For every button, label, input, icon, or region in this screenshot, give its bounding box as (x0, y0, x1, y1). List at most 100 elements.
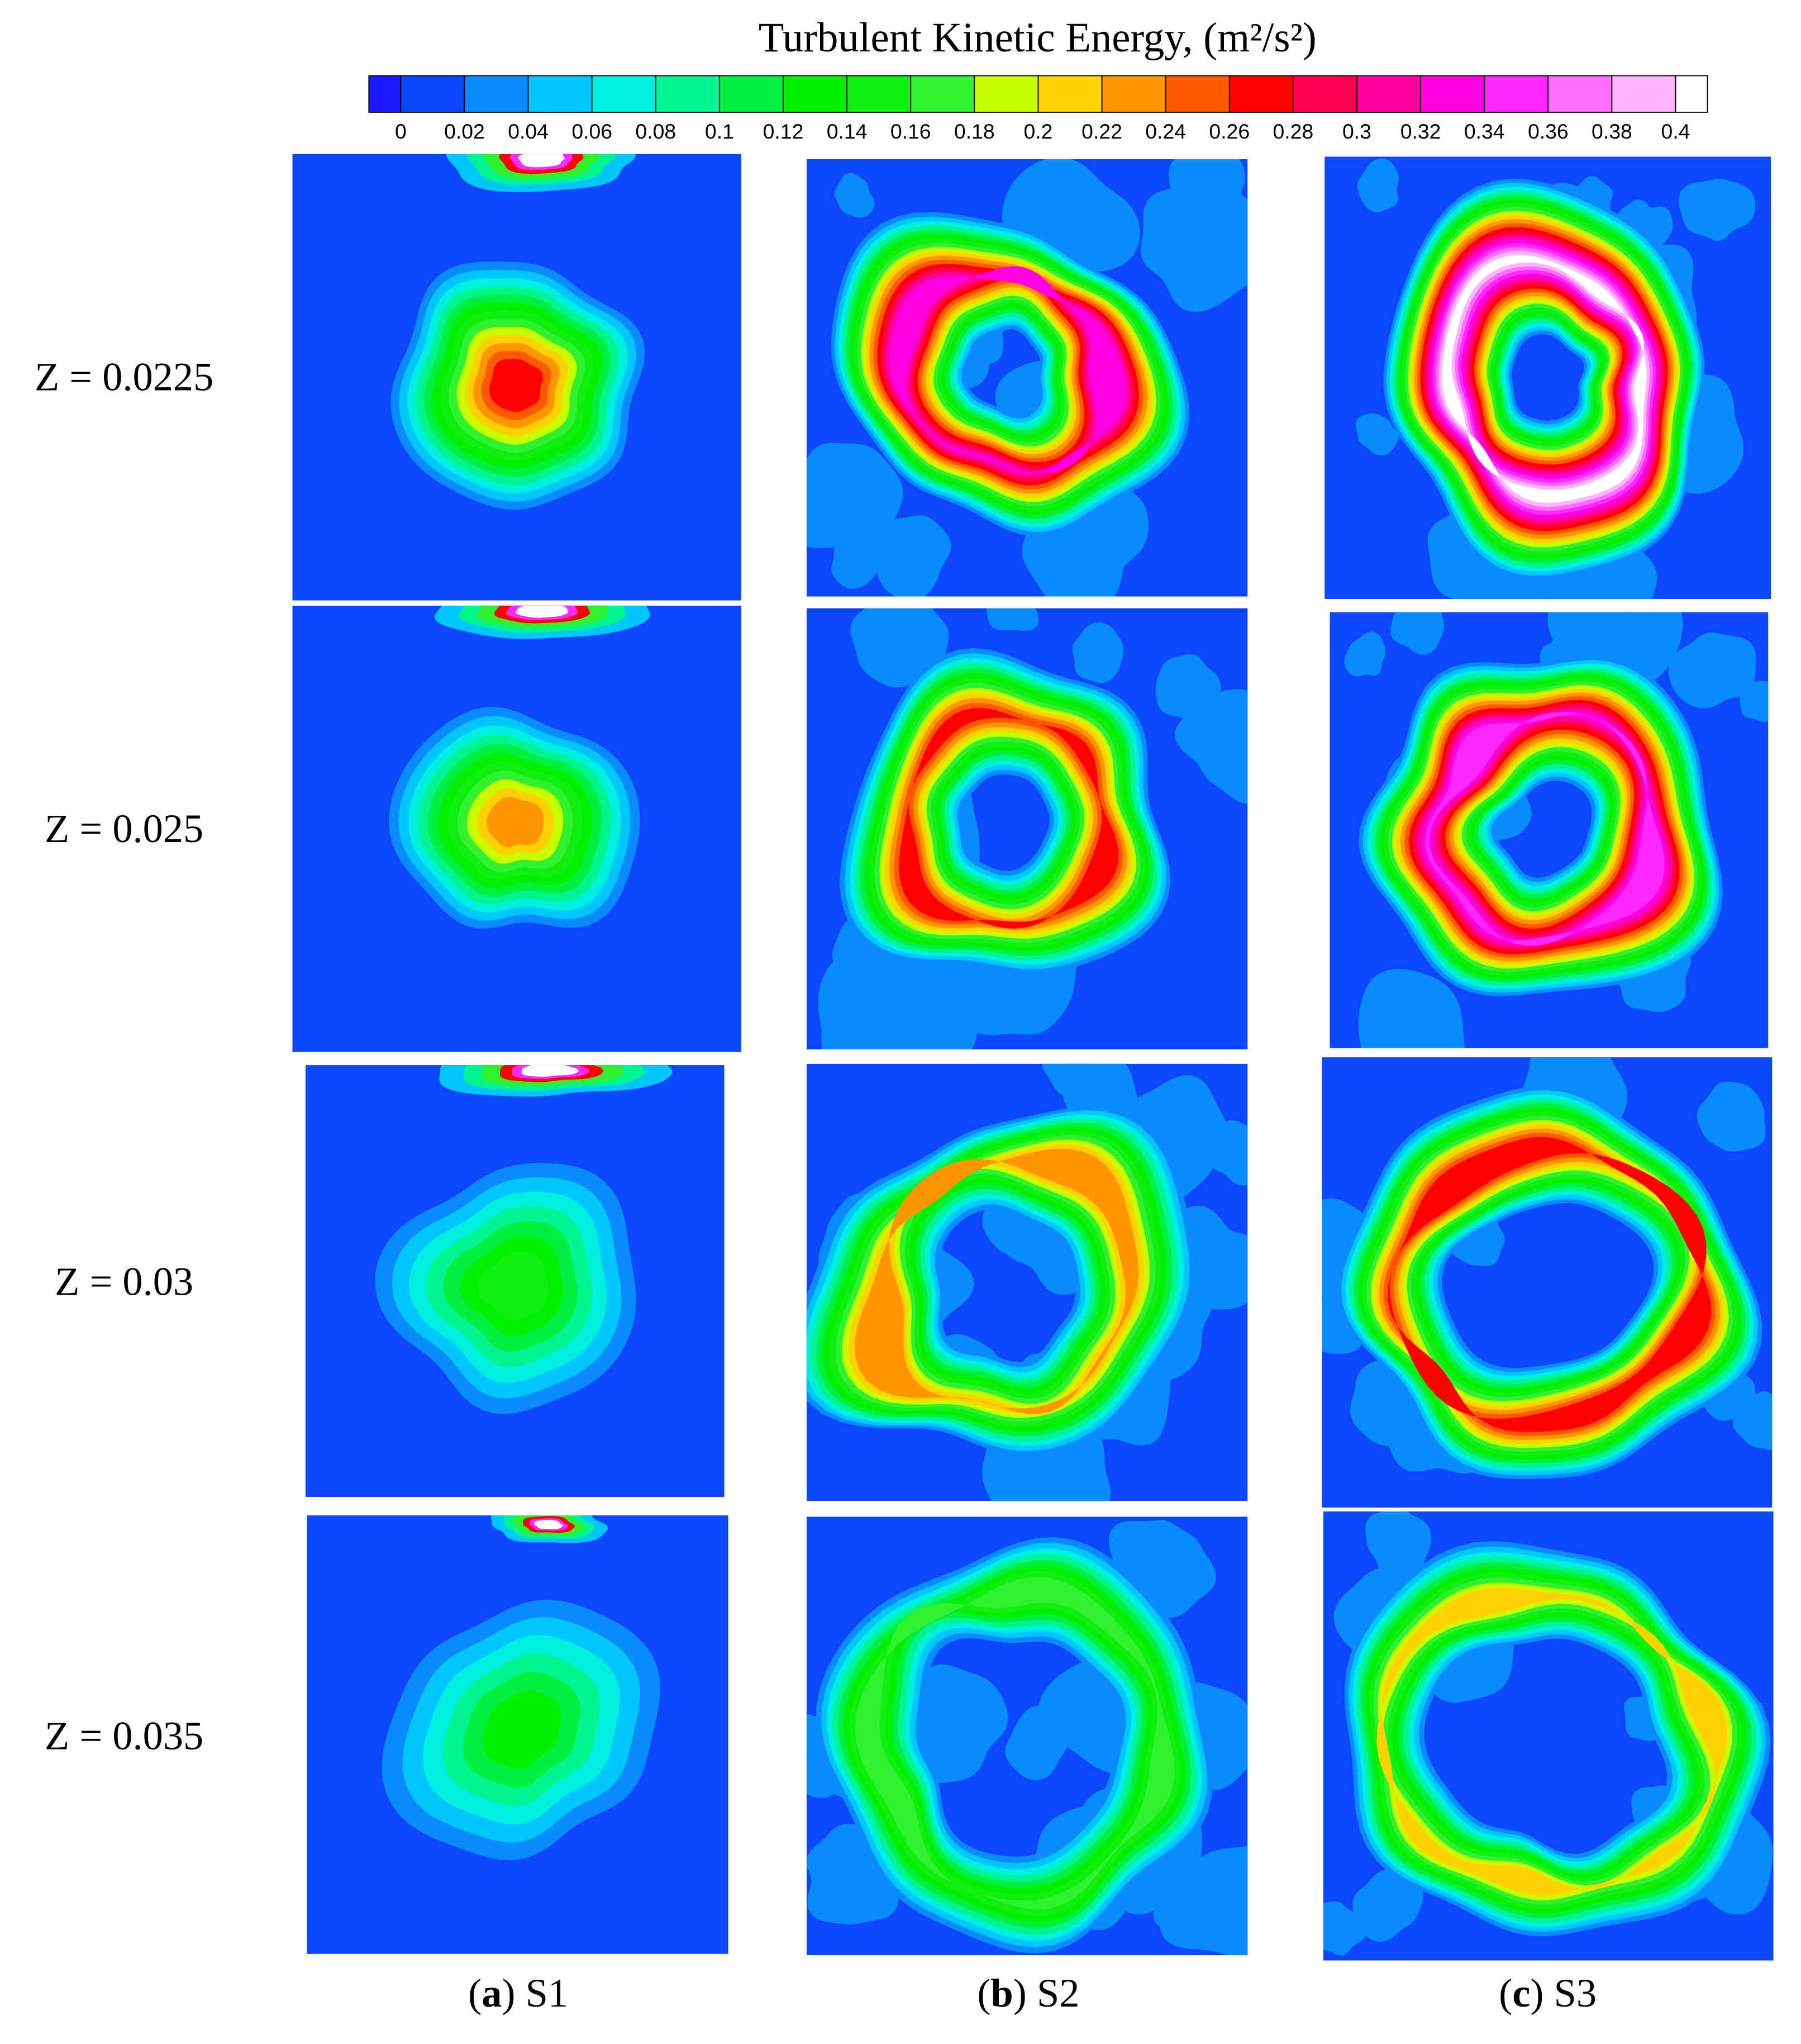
contour-level (489, 359, 543, 412)
contour-patch (1042, 1063, 1095, 1097)
column-label-part: ) S2 (1013, 1970, 1080, 2016)
column-label-part: ) S1 (502, 1970, 568, 2016)
contour-patch (1358, 969, 1465, 1048)
colorbar-cell (783, 75, 848, 113)
contour-patch (987, 608, 1039, 631)
colorbar-cell (974, 75, 1039, 113)
contour-level (487, 797, 544, 847)
contour-level (885, 270, 1131, 478)
colorbar-tick-label: 0.12 (763, 120, 804, 143)
colorbar-cell (655, 75, 720, 113)
colorbar-cell (1228, 75, 1294, 113)
colorbar-cell (527, 75, 593, 113)
row-label: Z = 0.03 (55, 1258, 193, 1304)
column-label: (c) S3 (1499, 1970, 1597, 2016)
contour-patch (1344, 631, 1386, 677)
contour-patch (869, 515, 951, 597)
contour-patch (1679, 179, 1756, 241)
colorbar-cell (1356, 75, 1422, 113)
colorbar-tick-label: 0.08 (635, 120, 676, 143)
jet-contour (521, 1065, 579, 1077)
colorbar-tick-label: 0.34 (1464, 120, 1505, 143)
colorbar-cell (368, 75, 402, 113)
contour-level (889, 698, 1128, 930)
column-label: (a) S1 (468, 1970, 568, 2016)
column-label-part: a (482, 1970, 502, 2016)
contour-panel (305, 1065, 725, 1498)
contour-level (855, 1148, 1139, 1414)
colorbar-tick-label: 0 (395, 120, 407, 143)
colorbar-tick-label: 0.28 (1273, 120, 1314, 143)
contour-patch (1072, 622, 1123, 683)
contour-level (881, 268, 1135, 482)
contour-level (482, 1690, 561, 1769)
colorbar-tick-label: 0.36 (1528, 120, 1569, 143)
row-label: Z = 0.025 (45, 806, 203, 851)
colorbar-cell (1101, 75, 1166, 113)
colorbar-tick-label: 0.04 (508, 120, 549, 143)
contour-patch (1732, 1391, 1773, 1451)
colorbar-cell (1611, 75, 1676, 113)
contour-patch (1355, 413, 1399, 455)
contour-patch (1357, 158, 1399, 212)
colorbar-cell (1420, 75, 1485, 113)
contour-patch (850, 973, 978, 1050)
contour-patch (1155, 654, 1221, 720)
contour-patch (1697, 1081, 1766, 1152)
contour-patch (1141, 173, 1248, 312)
colorbar-tick-label: 0.3 (1342, 120, 1371, 143)
colorbar-cell (1037, 75, 1103, 113)
column-label-part: c (1512, 1970, 1530, 2016)
colorbar-tick-label: 0.32 (1400, 120, 1441, 143)
contour-level (477, 1251, 549, 1321)
contour-panel (806, 1063, 1248, 1501)
colorbar-cell (718, 75, 784, 113)
column-label-part: b (990, 1970, 1013, 2016)
colorbar-cell (400, 75, 465, 113)
column-label-part: ( (468, 1970, 482, 2016)
colorbar-cell (1484, 75, 1549, 113)
colorbar-tick-label: 0.38 (1592, 120, 1632, 143)
contour-panel (1323, 1511, 1774, 1961)
colorbar-cell (1165, 75, 1230, 113)
contour-panel (806, 159, 1248, 597)
colorbar-cell (1675, 75, 1708, 113)
contour-patch (1153, 1885, 1205, 1929)
contour-level (1365, 1567, 1747, 1914)
contour-patch (850, 608, 949, 688)
colorbar-tick-label: 0.2 (1023, 120, 1052, 143)
contour-panel (307, 1515, 728, 1954)
jet-contour (518, 154, 565, 168)
colorbar-tick-label: 0.06 (571, 120, 612, 143)
colorbar-tick-label: 0.14 (827, 120, 868, 143)
contour-level (899, 707, 1119, 929)
contour-panel (806, 1517, 1248, 1956)
colorbar-tick-label: 0.1 (705, 120, 734, 143)
colorbar-cell (1292, 75, 1357, 113)
colorbar-tick-label: 0.4 (1661, 120, 1690, 143)
contour-panel (1324, 156, 1771, 600)
colorbar-cell (1547, 75, 1613, 113)
contour-patch (1390, 612, 1445, 655)
contour-panel (1322, 1057, 1773, 1508)
colorbar-tick-label: 0.24 (1145, 120, 1186, 143)
column-label-part: ) S3 (1530, 1970, 1597, 2016)
column-label-part: ( (1499, 1970, 1512, 2016)
colorbar-cell (846, 75, 912, 113)
colorbar-cell (464, 75, 529, 113)
colorbar-tick-label: 0.02 (444, 120, 485, 143)
jet-contour (515, 605, 569, 618)
jet-contour (534, 1519, 563, 1529)
row-label: Z = 0.035 (45, 1713, 203, 1758)
colorbar-cell (591, 75, 656, 113)
contour-patch (806, 443, 903, 548)
contour-panel (292, 605, 742, 1052)
contour-patch (831, 533, 879, 589)
contour-level (1421, 711, 1669, 944)
column-label-part: ( (977, 1970, 990, 2016)
contour-patch (1668, 632, 1756, 709)
row-label: Z = 0.0225 (35, 354, 213, 400)
contour-panel (1330, 612, 1769, 1048)
